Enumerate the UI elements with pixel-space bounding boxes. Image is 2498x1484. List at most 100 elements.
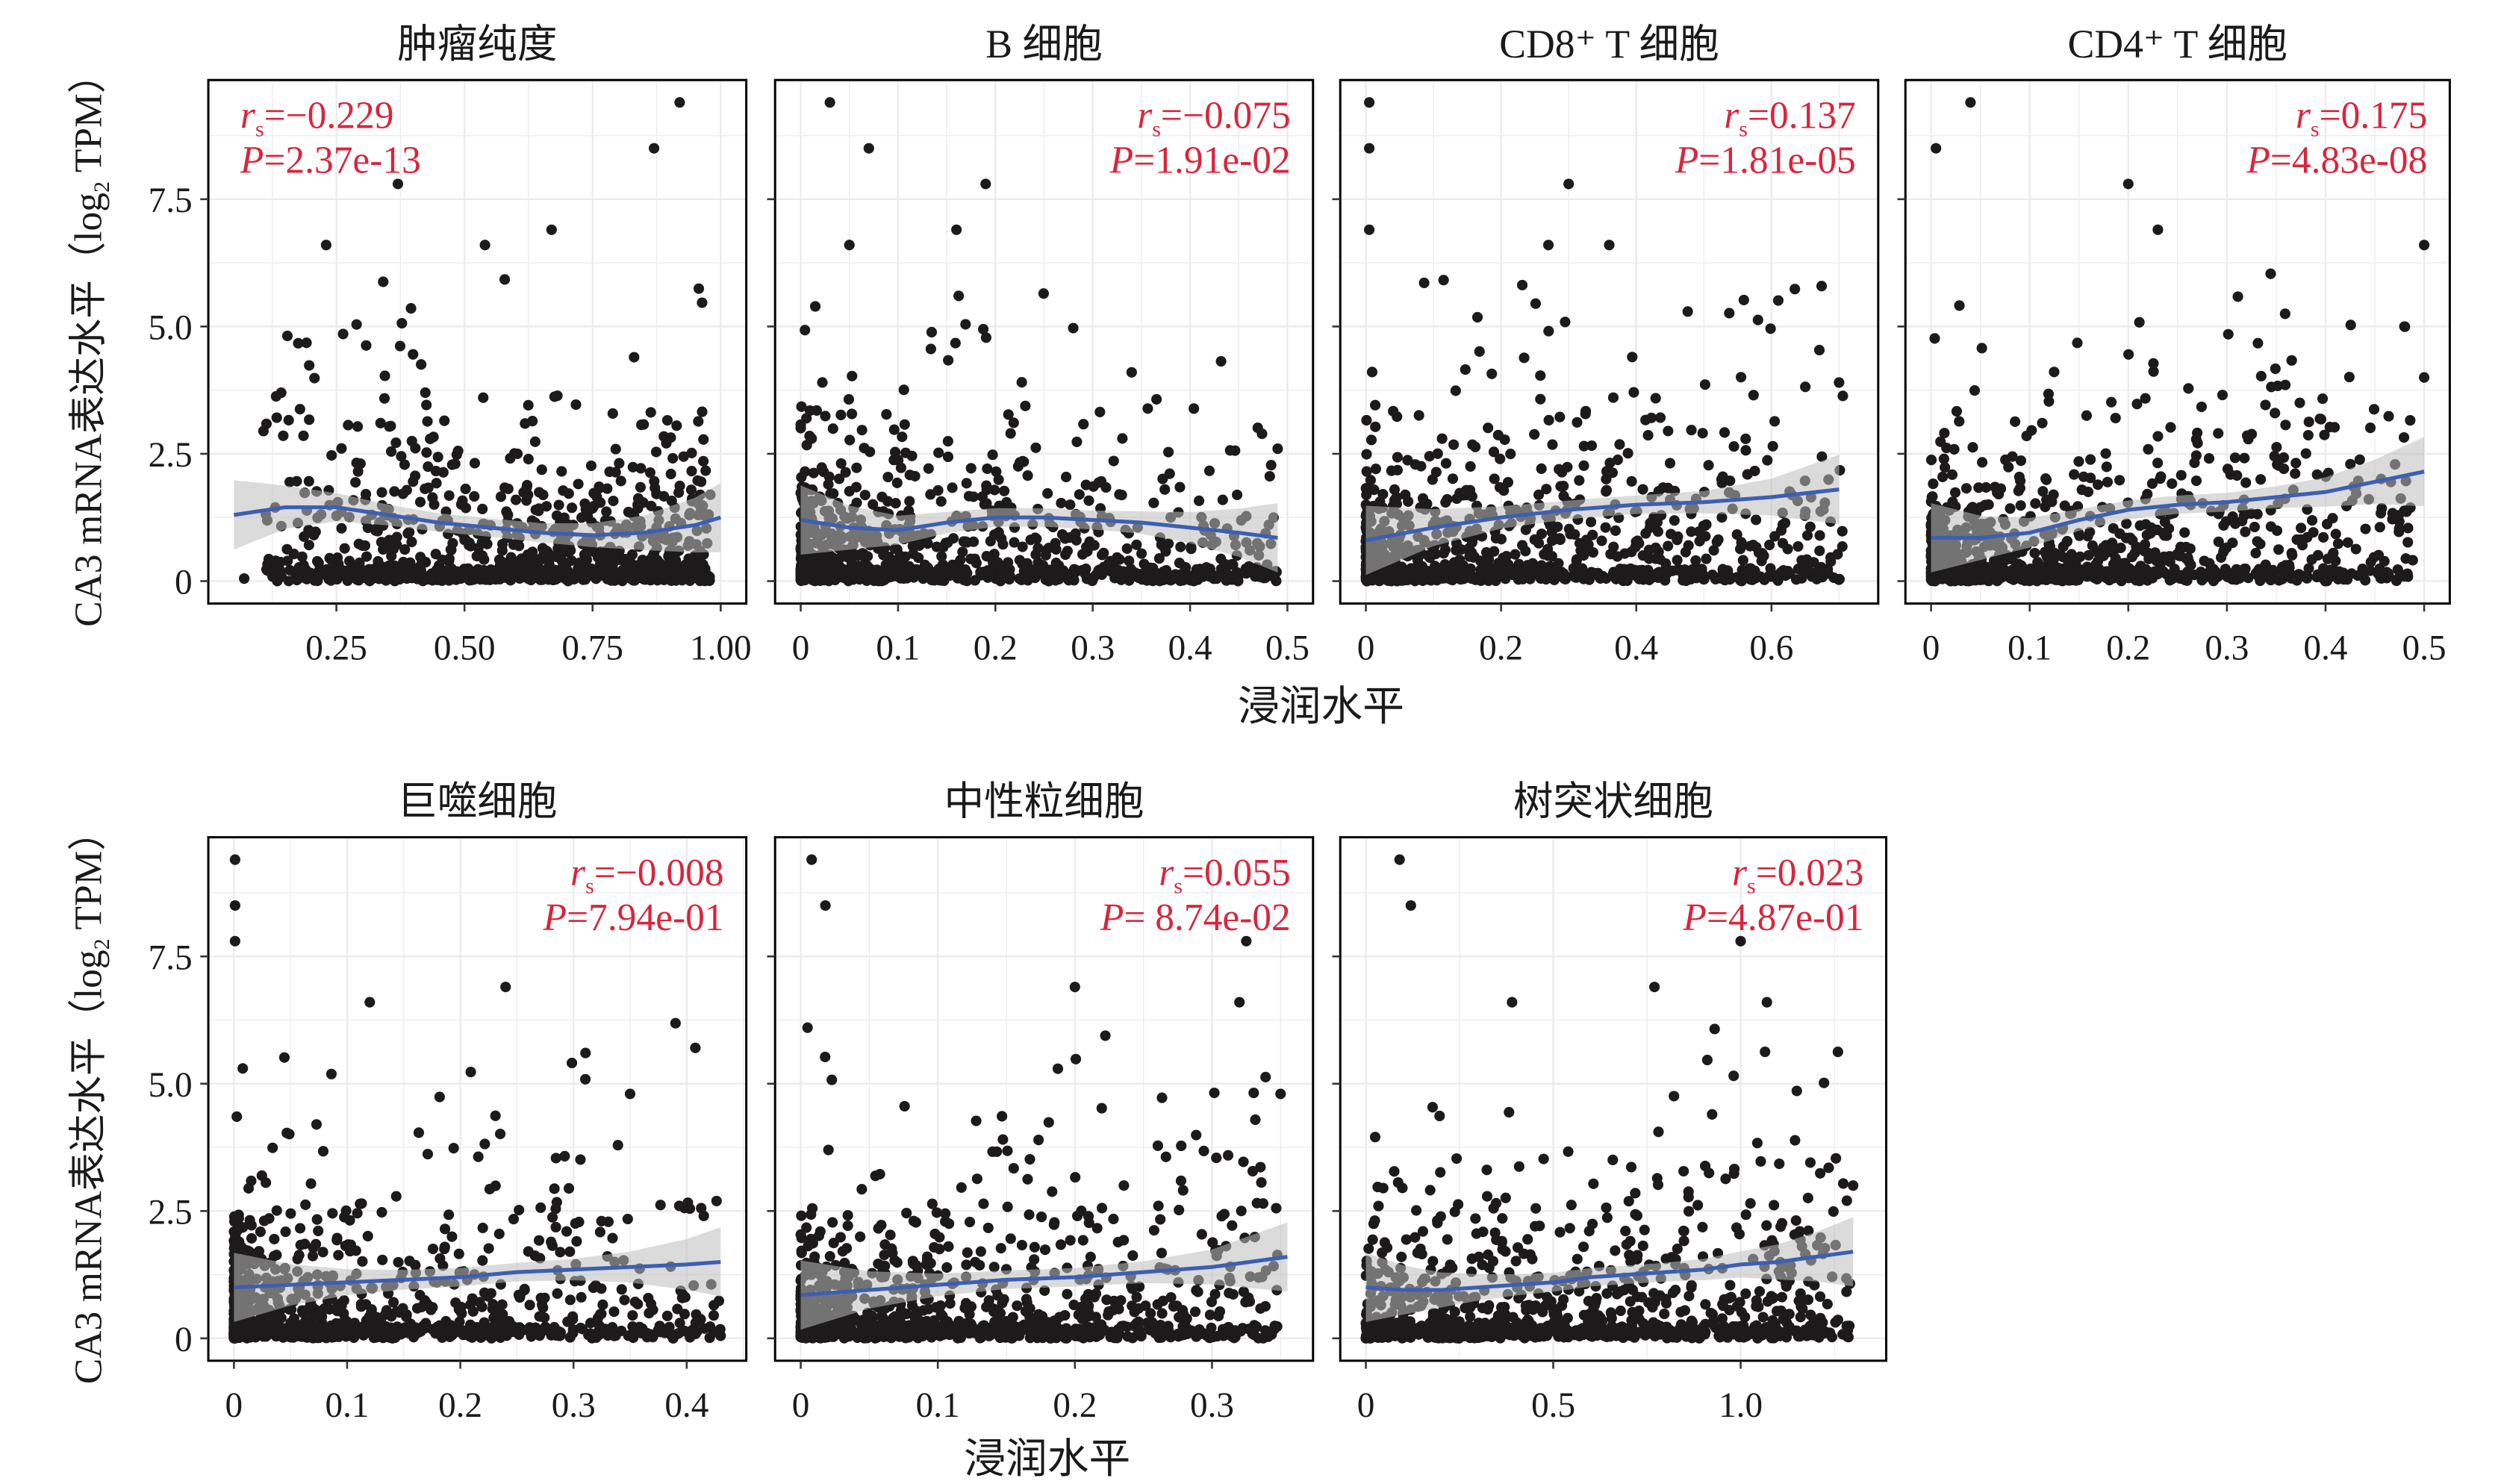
- data-point: [1637, 484, 1648, 495]
- data-point: [623, 571, 635, 582]
- data-point: [391, 539, 402, 550]
- data-point: [2255, 538, 2266, 549]
- data-point: [2393, 523, 2405, 534]
- data-point: [1438, 275, 1449, 286]
- data-point: [1752, 314, 1763, 325]
- data-point: [851, 462, 862, 473]
- data-point: [537, 543, 549, 554]
- data-point: [674, 97, 685, 108]
- stat-p: P=4.83e-08: [2246, 140, 2427, 182]
- data-point: [317, 1247, 328, 1258]
- data-point: [2190, 475, 2202, 487]
- data-point: [919, 559, 930, 570]
- data-point: [1951, 405, 1963, 417]
- data-point: [697, 297, 708, 308]
- data-point: [608, 495, 619, 507]
- data-point: [499, 482, 511, 493]
- data-point: [264, 1213, 275, 1224]
- data-point: [1080, 568, 1091, 579]
- data-point: [1105, 566, 1116, 577]
- data-point: [1096, 476, 1107, 487]
- data-point: [304, 414, 315, 425]
- data-point: [2073, 456, 2084, 467]
- data-point: [1272, 443, 1283, 455]
- data-point: [607, 1232, 618, 1244]
- data-point: [909, 470, 921, 481]
- data-point: [1448, 557, 1460, 568]
- data-point: [516, 553, 527, 564]
- data-point: [2270, 363, 2281, 375]
- data-point: [1488, 446, 1500, 458]
- data-point: [1142, 403, 1153, 414]
- data-point: [1630, 568, 1641, 579]
- data-point: [283, 414, 294, 425]
- data-point: [1622, 448, 1633, 459]
- data-point: [592, 552, 604, 563]
- data-point: [231, 1111, 243, 1122]
- data-point: [1370, 464, 1381, 475]
- data-point: [2269, 451, 2280, 462]
- data-point: [1361, 449, 1372, 460]
- data-point: [614, 458, 625, 469]
- stat-r-subscript: s: [2311, 116, 2320, 141]
- data-point: [2032, 557, 2043, 568]
- data-point: [1397, 575, 1408, 586]
- data-point: [1747, 574, 1758, 585]
- data-point: [379, 573, 390, 585]
- data-point: [275, 556, 286, 568]
- data-point: [2003, 461, 2014, 473]
- data-point: [829, 573, 840, 584]
- data-point: [1021, 558, 1032, 569]
- data-point: [294, 1223, 306, 1234]
- data-point: [2155, 554, 2167, 566]
- data-point: [1360, 483, 1371, 494]
- data-point: [523, 489, 534, 500]
- data-point: [2179, 527, 2190, 538]
- data-point: [2152, 224, 2164, 235]
- data-point: [1115, 574, 1127, 585]
- data-point: [311, 1119, 323, 1130]
- data-point: [2273, 460, 2284, 471]
- data-point: [1429, 561, 1441, 572]
- data-point: [2122, 565, 2134, 576]
- data-point: [897, 431, 908, 443]
- data-point: [2265, 521, 2276, 532]
- data-point: [986, 554, 998, 565]
- data-point: [1690, 564, 1701, 576]
- data-point: [284, 1129, 295, 1140]
- data-point: [524, 1300, 535, 1311]
- data-point: [1022, 470, 1033, 481]
- data-point: [564, 1294, 576, 1306]
- data-point: [1710, 573, 1722, 584]
- data-point: [2317, 531, 2329, 543]
- data-point: [2401, 506, 2412, 517]
- data-point: [865, 567, 876, 578]
- data-point: [796, 401, 807, 412]
- data-point: [1162, 446, 1174, 458]
- stat-rs-value: =0.175: [2320, 95, 2428, 137]
- data-point: [267, 1142, 278, 1153]
- data-point: [963, 490, 975, 502]
- data-point: [686, 447, 697, 458]
- data-point: [1608, 567, 1619, 578]
- data-point: [1056, 497, 1067, 508]
- data-point: [1816, 281, 1828, 292]
- data-point: [1252, 423, 1263, 434]
- data-point: [599, 1324, 611, 1335]
- data-point: [2134, 317, 2145, 328]
- data-point: [546, 224, 557, 235]
- smooth-line: [1931, 470, 2425, 540]
- data-point: [2021, 430, 2032, 442]
- data-point: [1686, 526, 1697, 537]
- data-point: [922, 538, 933, 549]
- data-point: [499, 274, 511, 285]
- data-point: [1774, 568, 1785, 580]
- data-point: [2342, 537, 2353, 548]
- data-point: [446, 1231, 458, 1242]
- data-point: [1429, 548, 1440, 559]
- data-point: [635, 463, 647, 474]
- data-point: [1965, 97, 1976, 108]
- data-point: [2286, 355, 2297, 366]
- data-point: [1203, 465, 1215, 476]
- data-point: [2364, 565, 2376, 576]
